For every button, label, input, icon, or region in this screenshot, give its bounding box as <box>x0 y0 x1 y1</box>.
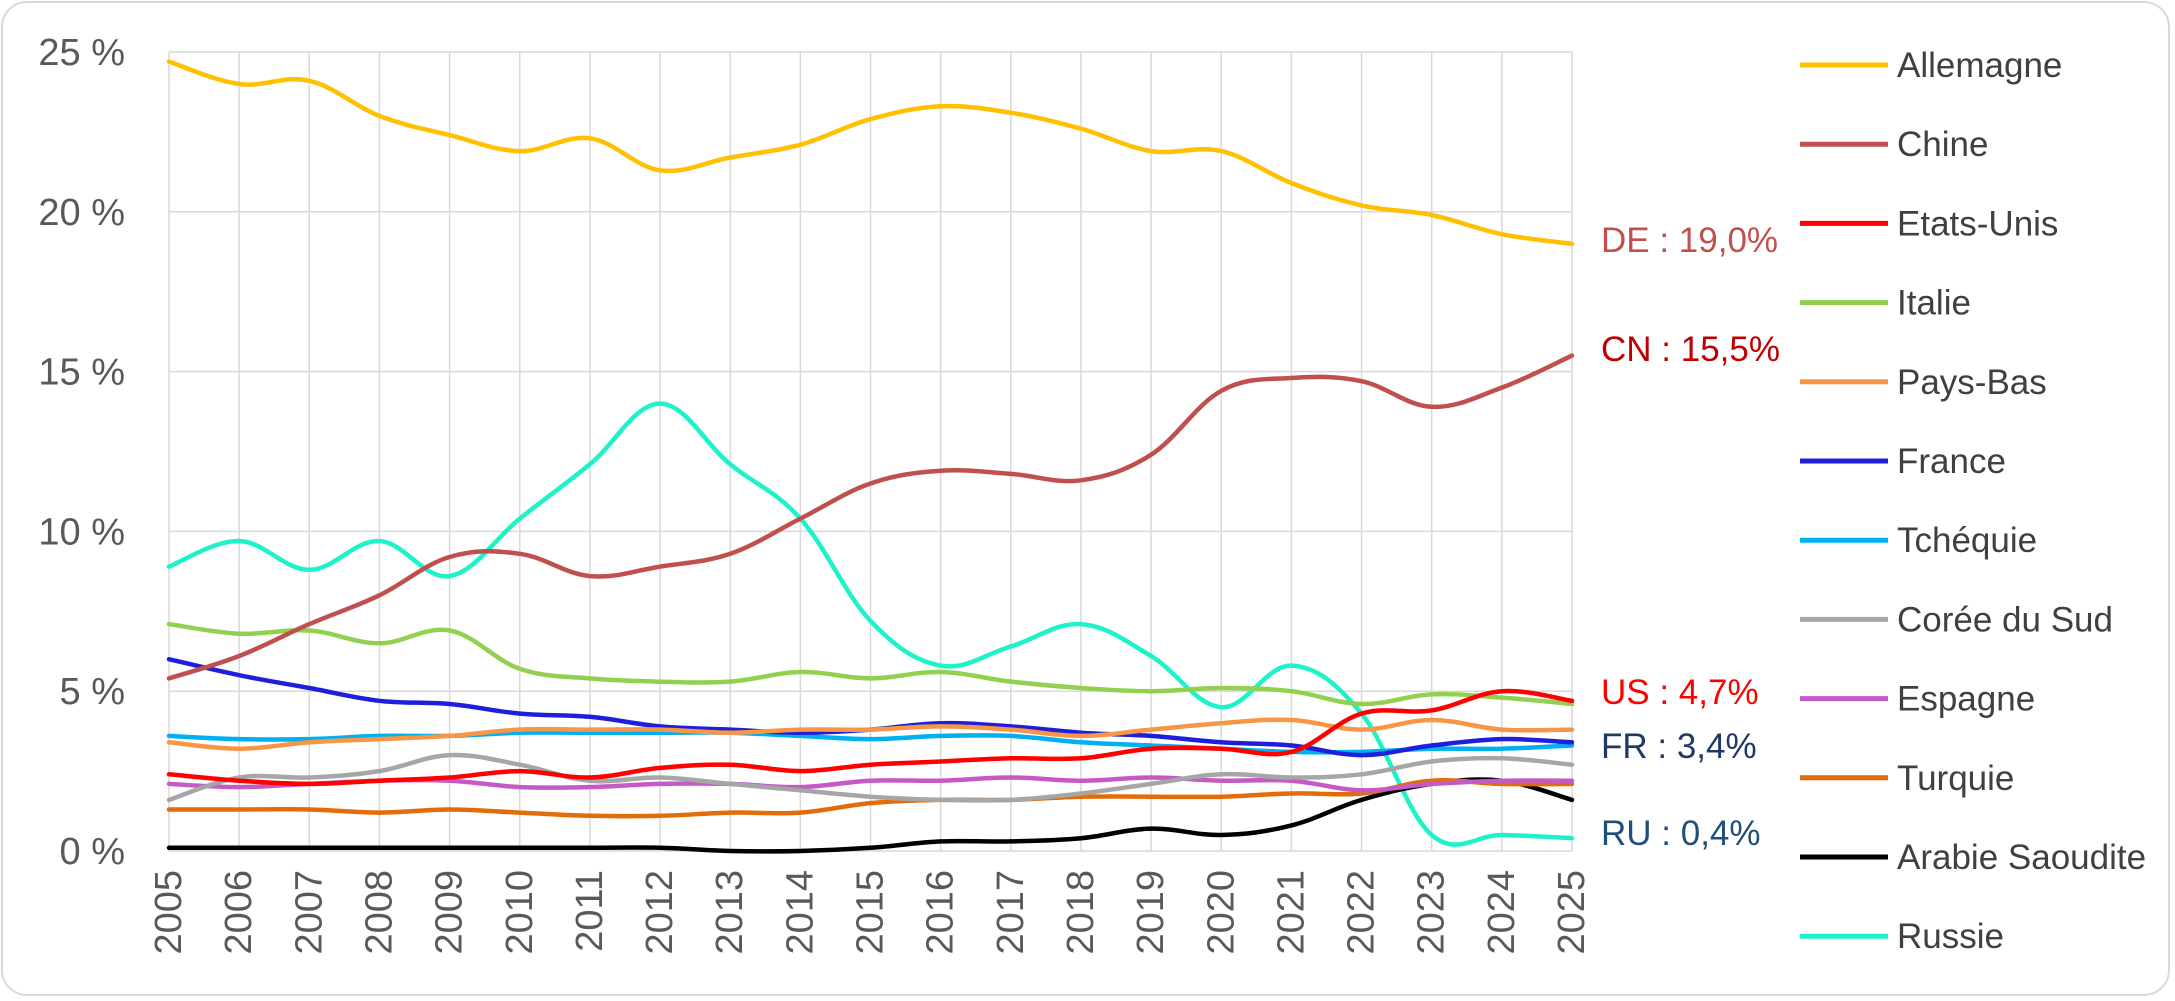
legend-label: Tchéquie <box>1897 521 2037 560</box>
x-tick-label: 2007 <box>288 870 330 955</box>
end-labels: DE : 19,0% CN : 15,5% US : 4,7% FR : 3,4% RU… <box>1601 221 1780 853</box>
x-tick-label: 2016 <box>920 870 962 955</box>
legend-label: Arabie Saoudite <box>1897 838 2146 877</box>
series-line-italie <box>166 621 1575 707</box>
x-tick-label: 2019 <box>1130 870 1172 955</box>
legend-label: Etats-Unis <box>1897 204 2058 243</box>
x-tick-label: 2023 <box>1411 870 1453 955</box>
x-tick-label: 2025 <box>1551 870 1593 955</box>
x-tick-label: 2013 <box>709 870 751 955</box>
y-tick-label: 5 % <box>60 671 125 713</box>
legend-label: Chine <box>1897 125 1988 164</box>
legend-label: Turquie <box>1897 759 2014 798</box>
legend-label: France <box>1897 442 2006 481</box>
x-tick-label: 2014 <box>779 870 821 955</box>
y-axis-ticks: 0 % 5 % 10 % 15 % 20 % 25 % <box>38 32 125 873</box>
legend: Allemagne Chine Etats-Unis Italie Pays-Bas Fr… <box>1800 46 2146 956</box>
x-tick-label: 2024 <box>1481 870 1523 955</box>
series-line-chine <box>166 353 1575 681</box>
x-tick-label: 2012 <box>639 870 681 955</box>
y-tick-label: 15 % <box>38 352 125 394</box>
series-line-pays-bas <box>166 717 1575 751</box>
legend-label: Italie <box>1897 284 1971 323</box>
end-label: FR : 3,4% <box>1601 727 1757 766</box>
legend-label: Corée du Sud <box>1897 600 2113 639</box>
legend-label: Pays-Bas <box>1897 363 2047 402</box>
series-line-arabie-saoudite <box>166 777 1575 854</box>
x-tick-label: 2009 <box>429 870 471 955</box>
legend-label: Allemagne <box>1897 46 2062 85</box>
x-tick-label: 2011 <box>569 870 611 952</box>
x-tick-label: 2021 <box>1270 870 1312 955</box>
series-line-turquie <box>166 778 1575 819</box>
end-label: US : 4,7% <box>1601 673 1759 712</box>
series-line-etats-unis <box>166 688 1575 787</box>
y-tick-label: 25 % <box>38 32 125 74</box>
x-tick-label: 2018 <box>1060 870 1102 955</box>
x-tick-label: 2006 <box>218 870 260 955</box>
series-line-corée-du-sud <box>166 752 1575 803</box>
x-tick-label: 2017 <box>990 870 1032 955</box>
end-label: CN : 15,5% <box>1601 330 1780 369</box>
y-tick-label: 20 % <box>38 192 125 234</box>
legend-label: Russie <box>1897 917 2004 956</box>
x-tick-label: 2022 <box>1341 870 1383 955</box>
end-label: RU : 0,4% <box>1601 814 1761 853</box>
series-line-allemagne <box>166 59 1575 247</box>
x-tick-label: 2008 <box>358 870 400 955</box>
series-lines <box>166 59 1575 854</box>
legend-label: Espagne <box>1897 680 2035 719</box>
x-tick-label: 2015 <box>850 870 892 955</box>
y-tick-label: 10 % <box>38 511 125 553</box>
x-axis-ticks: 2005 2006 2007 2008 2009 2010 2011 2012 2013 2014… <box>148 870 1593 955</box>
x-tick-label: 2010 <box>499 870 541 955</box>
y-tick-label: 0 % <box>60 831 125 873</box>
end-label: DE : 19,0% <box>1601 221 1778 260</box>
x-tick-label: 2005 <box>148 870 190 955</box>
x-tick-label: 2020 <box>1200 870 1242 955</box>
